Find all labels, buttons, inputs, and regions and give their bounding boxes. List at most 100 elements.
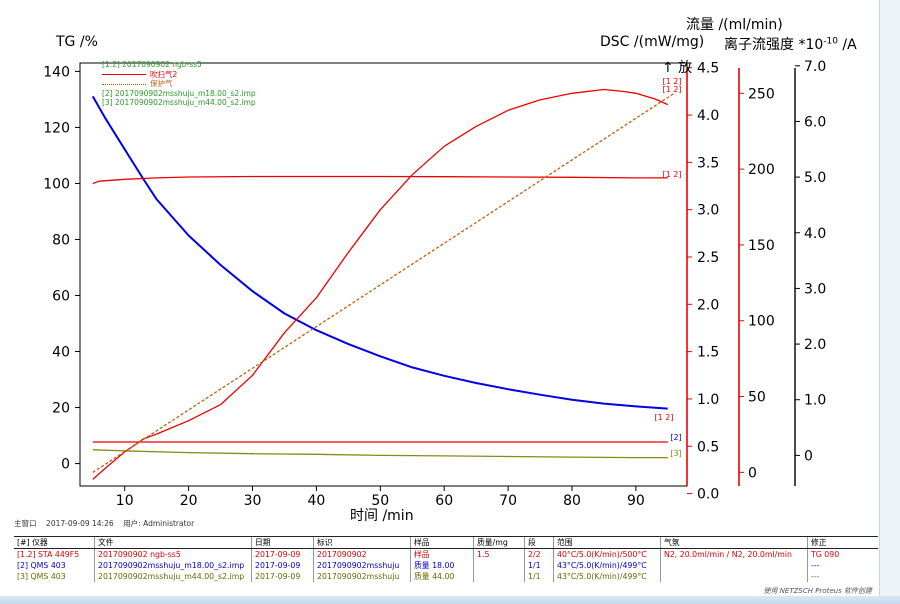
ion-tick-label: 7.0 <box>804 59 826 75</box>
table-row: [3] QMS 403 2017090902msshuju_m44.00_s2.… <box>14 571 878 582</box>
x-axis-label: 时间 /min <box>350 508 414 524</box>
ion-tick-label: 0 <box>804 448 813 464</box>
legend-entry: [2] 2017090902msshuju_m18.00_s2.imp <box>102 88 256 98</box>
table-cell: 2017090902msshuju_m44.00_s2.imp <box>94 571 252 582</box>
flow-tick-label: 50 <box>748 390 766 406</box>
table-cell <box>473 560 525 571</box>
dsc-tick-label: 3.0 <box>697 203 719 219</box>
table-cell: [2] QMS 403 <box>17 561 66 570</box>
table-cell: 1.5 <box>473 548 525 560</box>
window-scroll-panel[interactable] <box>879 0 900 604</box>
x-tick-label: 40 <box>307 493 325 509</box>
tg-tick-label: 20 <box>52 401 70 417</box>
table-cell: 2017090902msshuju <box>313 571 411 582</box>
x-tick-label: 70 <box>499 493 517 509</box>
table-header: 修正 <box>807 536 878 549</box>
table-cell: --- <box>807 560 878 571</box>
info-table: [#] 仪器 文件 日期 标识 样品 质量/mg 段 范围 气氛 修正 [1.2… <box>14 536 878 582</box>
x-tick-label: 50 <box>371 493 389 509</box>
series-line-1 <box>92 449 668 459</box>
tg-tick-label: 40 <box>52 345 70 361</box>
x-tick-label: 60 <box>435 493 453 509</box>
x-tick-label: 80 <box>563 493 581 509</box>
curve-annotation: [1 2] <box>655 413 674 422</box>
ion-axis-label-unit: /A <box>837 37 857 53</box>
ion-tick-label: 6.0 <box>804 114 826 130</box>
table-header: 文件 <box>94 536 252 549</box>
table-cell: N2, 20.0ml/min / N2, 20.0ml/min <box>660 548 808 560</box>
legend-entry: 吹扫气2 <box>102 70 256 80</box>
dsc-tick-label: 3.5 <box>697 155 719 171</box>
table-row: [2] QMS 403 2017090902msshuju_m18.00_s2.… <box>14 560 878 571</box>
flow-tick-label: 150 <box>748 238 775 254</box>
dsc-tick-label: 1.5 <box>697 345 719 361</box>
dsc-axis-label: DSC /(mW/mg) <box>600 34 705 50</box>
table-cell <box>660 560 808 571</box>
curve-annotation: [1 2] <box>663 85 682 94</box>
table-header: 段 <box>524 536 554 549</box>
table-cell: 2/2 <box>524 548 554 560</box>
legend: [1.2] 2017090902 ngb-ss5 吹扫气2 保护气 [2] 20… <box>102 60 256 108</box>
table-cell: 质量 18.00 <box>410 560 474 571</box>
plot-frame <box>79 62 688 487</box>
x-tick-label: 20 <box>180 493 198 509</box>
x-tick-label: 10 <box>116 493 134 509</box>
ion-tick-label: 4.0 <box>804 226 826 242</box>
legend-entry: 保护气 <box>102 79 256 89</box>
ion-tick-label: 5.0 <box>804 170 826 186</box>
table-header: [#] 仪器 <box>14 536 95 549</box>
table-header: 样品 <box>410 536 474 549</box>
table-cell: 2017090902 ngb-ss5 <box>94 548 252 560</box>
table-cell: TG 090 <box>807 548 878 560</box>
ion-axis-label-exponent: -10 <box>823 36 838 47</box>
table-header-row: [#] 仪器 文件 日期 标识 样品 质量/mg 段 范围 气氛 修正 <box>14 536 878 549</box>
table-cell: --- <box>807 571 878 582</box>
table-cell: 43°C/5.0(K/min)/499°C <box>553 571 661 582</box>
table-header: 质量/mg <box>473 536 525 549</box>
ion-axis-label: 离子流强度 *10-10 /A <box>724 34 857 54</box>
ion-axis-label-main: 离子流强度 *10 <box>724 37 824 53</box>
tg-tick-label: 60 <box>52 289 70 305</box>
ion-tick-label: 3.0 <box>804 281 826 297</box>
series-line-0 <box>91 95 668 410</box>
table-cell: 40°C/5.0(K/min)/500°C <box>553 548 661 560</box>
dsc-tick-label: 4.0 <box>697 108 719 124</box>
legend-entry: [3] 2017090902msshuju_m44.00_s2.imp <box>102 98 256 108</box>
table-cell: 1/1 <box>524 571 554 582</box>
dsc-tick-label: 2.5 <box>697 250 719 266</box>
series-line-3 <box>92 88 669 480</box>
dsc-tick-label: 1.0 <box>697 392 719 408</box>
table-header: 气氛 <box>660 536 808 549</box>
curve-annotation: [3] <box>670 449 681 458</box>
curve-annotation: [1 2] <box>663 170 682 179</box>
window-bottom-bar <box>0 596 900 604</box>
table-cell: 质量 44.00 <box>410 571 474 582</box>
footer-info: 主窗口 2017-09-09 14:26 用户: Administrator <box>14 518 194 529</box>
tg-tick-label: 80 <box>52 232 70 248</box>
table-cell: 2017090902msshuju_m18.00_s2.imp <box>94 560 252 571</box>
flow-tick-label: 100 <box>748 314 775 330</box>
exo-direction-label: ↑ 放 <box>662 60 693 76</box>
tg-tick-label: 140 <box>43 64 70 80</box>
table-cell: 2017-09-09 <box>251 560 314 571</box>
footer-user: 用户: Administrator <box>123 519 195 528</box>
flow-tick-label: 200 <box>748 162 775 178</box>
copyright-note: 使用 NETZSCH Proteus 软件创建 <box>763 587 872 595</box>
table-cell: 43°C/5.0(K/min)/499°C <box>553 560 661 571</box>
table-cell: 2017090902 <box>313 548 411 560</box>
dsc-tick-label: 0.0 <box>697 487 719 503</box>
tg-tick-label: 0 <box>61 457 70 473</box>
curve-annotation: [1 2] <box>663 77 682 86</box>
flow-tick-label: 250 <box>748 86 775 102</box>
curve-annotation: [2] <box>670 433 681 442</box>
footer-date: 2017-09-09 14:26 <box>46 519 114 528</box>
table-cell <box>473 571 525 582</box>
table-cell: 2017-09-09 <box>251 571 314 582</box>
table-cell <box>660 571 808 582</box>
table-cell: [3] QMS 403 <box>17 572 66 581</box>
footer-window: 主窗口 <box>14 519 37 528</box>
tg-tick-label: 100 <box>43 176 70 192</box>
table-header: 标识 <box>313 536 411 549</box>
series-line-2 <box>92 175 668 185</box>
